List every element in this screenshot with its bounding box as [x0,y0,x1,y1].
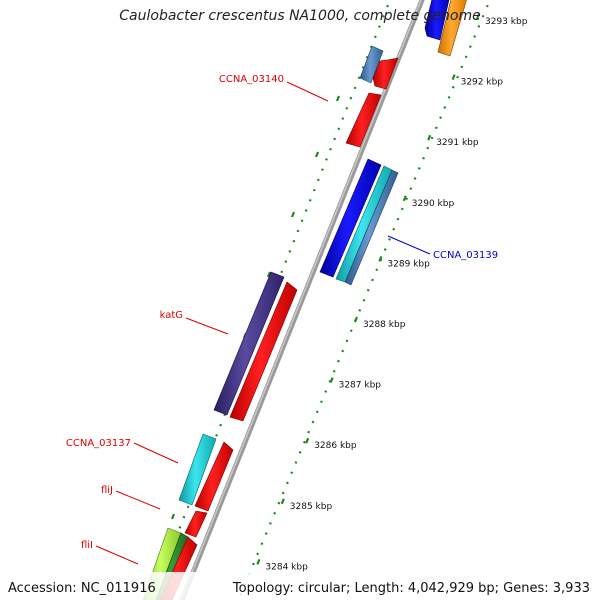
genome-backbone-highlight [180,0,422,600]
kbp-tick-mark [378,255,383,262]
accession-text: Accession: NC_011916 [8,581,156,596]
gene-label-ccna03140: CCNA_03140 [219,74,284,85]
kbp-tick-label: 3290 kbp [412,199,455,209]
kbp-tick-mark [329,377,334,384]
kbp-tick-mark [305,437,310,444]
kbp-tick-mark [451,74,456,81]
gene-red-top-small [372,57,399,90]
genome-backbone [179,0,425,600]
genome-title: Caulobacter crescentus NA1000, complete … [119,8,481,24]
kbp-tick-label: 3286 kbp [314,441,357,451]
gene-red-ccna03137 [194,441,234,512]
gene-orange-top [437,0,467,57]
gene-label-ccna03139: CCNA_03139 [433,250,498,261]
kbp-tick-mark [475,13,481,20]
gene-label-flij: fliJ [101,485,113,496]
gene-red-flij [184,510,208,538]
gene-red-katg [229,281,298,422]
gene-blue-ccna03139 [319,158,382,278]
kbp-tick-mark [353,316,359,323]
callout-katg [185,317,229,335]
tick-marks: 3293 kbp 3292 kbp 3291 kbp 3290 kbp 3289 kbp… [256,13,528,572]
kbp-tick-label: 3284 kbp [265,562,308,572]
callout-ccna03140 [286,81,329,102]
kbp-tick-mark [427,134,432,141]
callout-ccna03137 [133,442,179,464]
kbp-tick-label: 3293 kbp [485,17,528,27]
gene-steel-top [359,45,384,84]
callout-flij [115,490,161,510]
gene-label-katg: katG [160,310,183,321]
gene-steel-ccna03139 [344,169,399,286]
left-tick-track [149,0,392,600]
kbp-tick-mark [402,195,407,202]
kbp-tick-label: 3285 kbp [290,502,333,512]
footer-backdrop [0,572,600,600]
gene-cyan-ccna03137 [178,433,217,506]
gene-blue-top [424,0,450,41]
callout-flii [95,545,139,565]
kbp-tick-label: 3291 kbp [436,138,479,148]
kbp-tick-label: 3287 kbp [339,381,382,391]
callout-ccna03139 [387,235,431,255]
kbp-tick-label: 3288 kbp [363,320,406,330]
kbp-tick-mark [256,558,261,565]
gene-purple-katg [213,271,285,416]
genome-summary-text: Topology: circular; Length: 4,042,929 bp… [232,581,590,596]
kbp-tick-mark [280,498,285,505]
gene-label-flii: fliI [81,540,93,551]
kbp-tick-label: 3292 kbp [461,78,504,88]
gene-label-ccna03137: CCNA_03137 [66,438,131,449]
kbp-tick-label: 3289 kbp [387,259,430,269]
gene-red-ccna03140 [345,92,382,148]
